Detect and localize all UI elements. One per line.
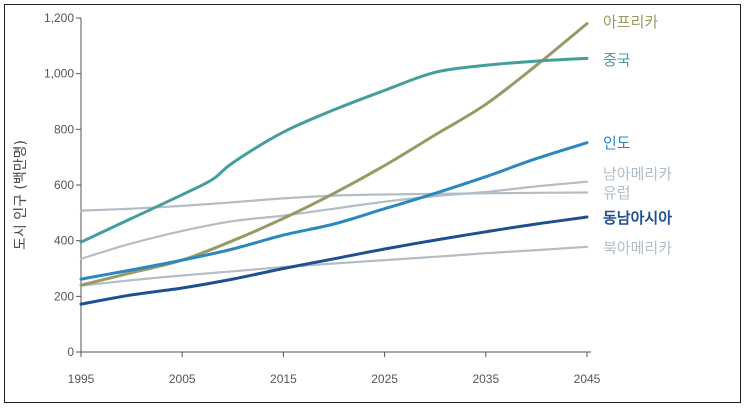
axes: 0 200 400 600 800 1,000 1,200 1995 2005 2015 2025 2… xyxy=(44,11,601,386)
x-tick-label: 2035 xyxy=(472,372,499,386)
y-tick-label: 400 xyxy=(54,234,74,248)
x-tick-label: 2015 xyxy=(270,372,297,386)
y-axis-label: 도시 인구 (백만명) xyxy=(13,140,29,250)
series-label-6: 북아메리카 xyxy=(603,239,672,257)
series-line-3 xyxy=(79,180,589,260)
x-tick-label: 2025 xyxy=(371,372,398,386)
series-label-0: 아프리카 xyxy=(603,13,658,31)
chart-frame: 0 200 400 600 800 1,000 1,200 1995 2005 2015 2025 2… xyxy=(4,4,741,403)
x-tick-label: 1995 xyxy=(68,372,95,386)
y-tick-label: 1,000 xyxy=(44,67,74,81)
series-label-2: 인도 xyxy=(603,134,631,152)
series-label-5: 동남아시아 xyxy=(603,209,672,227)
y-tick-label: 0 xyxy=(67,345,74,359)
y-tick-label: 200 xyxy=(54,289,74,303)
x-tick-label: 2045 xyxy=(574,372,601,386)
line-chart: 0 200 400 600 800 1,000 1,200 1995 2005 2015 2025 2… xyxy=(13,11,672,386)
series-label-1: 중국 xyxy=(603,51,631,69)
series-label-3: 남아메리카 xyxy=(603,165,672,183)
y-tick-label: 1,200 xyxy=(44,11,74,25)
y-tick-label: 600 xyxy=(54,178,74,192)
series-lines xyxy=(79,22,589,306)
series-line-2 xyxy=(79,141,589,281)
series-line-6 xyxy=(79,245,589,287)
series-line-5 xyxy=(79,215,589,306)
series-line-4 xyxy=(79,191,589,212)
series-line-1 xyxy=(79,56,589,244)
x-tick-label: 2005 xyxy=(169,372,196,386)
y-tick-label: 800 xyxy=(54,122,74,136)
series-label-4: 유럽 xyxy=(603,184,631,202)
